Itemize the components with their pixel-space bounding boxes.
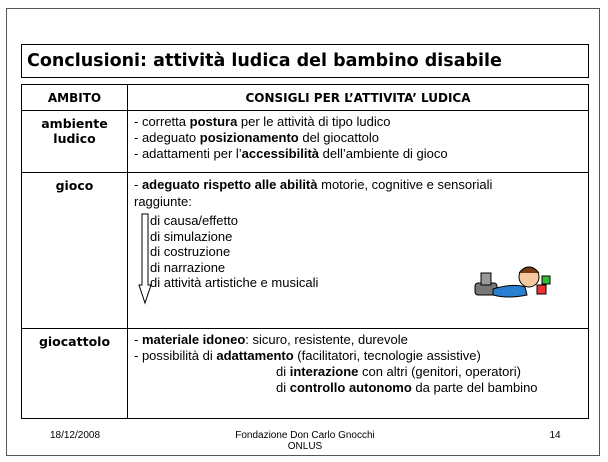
cell: - corretta postura per le attività di ti… — [127, 110, 589, 173]
slide-frame — [6, 8, 600, 456]
cell: - adeguato rispetto alle abilità motorie… — [127, 172, 589, 329]
list-item: di costruzione — [150, 244, 231, 259]
text: postura — [189, 114, 238, 129]
text: con altri (genitori, operatori) — [358, 364, 521, 379]
table: AMBITO CONSIGLI PER L’ATTIVITA’ LUDICA a… — [21, 84, 589, 419]
child-illustration — [474, 266, 551, 298]
text: interazione — [289, 364, 359, 379]
text: - — [134, 177, 142, 192]
list-item: di attività artistiche e musicali — [150, 275, 319, 290]
text: del giocattolo — [298, 130, 379, 145]
cell: - materiale idoneo: sicuro, resistente, … — [127, 328, 589, 419]
text: accessibilità — [241, 146, 319, 161]
text: da parte del bambino — [411, 380, 538, 395]
text: - possibilità di — [134, 348, 217, 363]
row-label: ambiente ludico — [21, 110, 128, 173]
text: - adeguato — [134, 130, 200, 145]
text: di — [276, 364, 290, 379]
text: adattamento — [216, 348, 294, 363]
text: per le attività di tipo ludico — [237, 114, 391, 129]
list-item: di simulazione — [150, 228, 233, 244]
text: controllo autonomo — [289, 380, 412, 395]
text: : sicuro, resistente, durevole — [245, 332, 408, 347]
text: motorie, cognitive e sensoriali raggiunt… — [134, 177, 493, 209]
arrow — [138, 213, 152, 305]
header-cell: AMBITO — [21, 84, 128, 111]
text: materiale idoneo — [141, 332, 246, 347]
text: di — [276, 380, 290, 395]
footer-page: 14 — [549, 430, 561, 441]
row-label: gioco — [21, 172, 128, 329]
footer-date: 18/12/2008 — [49, 430, 101, 441]
text: adeguato rispetto alle abilità — [141, 177, 318, 192]
text: - corretta — [134, 114, 190, 129]
footer-organization: Fondazione Don Carlo Gnocchi ONLUS — [235, 430, 375, 452]
text: - adattamenti per l’ — [134, 146, 242, 161]
header-cell: CONSIGLI PER L’ATTIVITA’ LUDICA — [127, 84, 589, 111]
text: (facilitatori, tecnologie assistive) — [293, 348, 481, 363]
text: - — [134, 332, 142, 347]
text: dell’ambiente di gioco — [319, 146, 448, 161]
slide-title: Conclusioni: attività ludica del bambino… — [21, 44, 589, 78]
list-item: di narrazione — [150, 259, 226, 275]
list-item: di causa/effetto — [150, 213, 238, 228]
text: posizionamento — [199, 130, 299, 145]
row-label: giocattolo — [21, 328, 128, 419]
